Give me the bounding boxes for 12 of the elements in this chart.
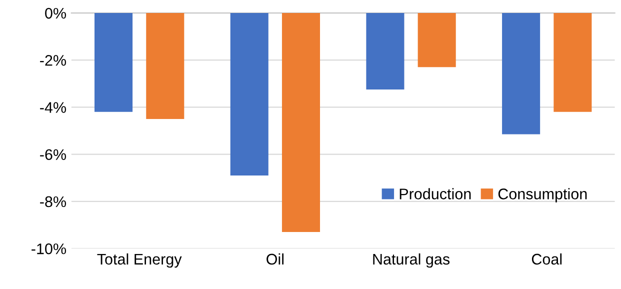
y-tick-label: -2% [40,54,66,66]
y-tick-label: -10% [32,243,66,254]
x-tick-label: Total Energy [97,253,182,268]
y-tick-label: 0% [45,8,66,19]
y-tick-label: -6% [40,149,66,160]
legend-label: Production [400,188,471,200]
x-tick-label: Natural gas [373,253,450,268]
x-tick-label: Oil [266,253,284,265]
y-tick-label: -4% [40,102,66,113]
y-tick-label: -8% [40,196,66,208]
legend-label: Consumption [498,188,587,202]
x-tick-label: Coal [532,253,562,265]
